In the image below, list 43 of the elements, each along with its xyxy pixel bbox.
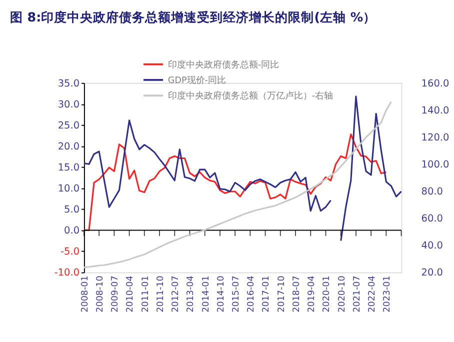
x-tick-label: 2014-10 [216,276,226,312]
x-tick-label: 2017-01 [262,276,272,312]
y-tick-label: 0.0 [64,226,80,237]
y-tick-label: 25.0 [58,120,80,132]
x-tick-label: 2013-04 [186,275,196,312]
y-tick-label: -5.0 [60,246,80,258]
legend-label: 印度中央政府债务总额（万亿卢比）-右轴 [168,90,334,102]
y-tick-label: -10.0 [54,268,80,279]
x-tick-label: 2019-04 [307,275,318,312]
x-tick-label: 2009-07 [110,276,121,312]
x-tick-label: 2014-01 [201,276,212,312]
x-tick-label: 2021-07 [352,276,362,312]
y2-tick-label: 140.0 [421,105,450,116]
x-tick-label: 2020-10 [337,276,348,312]
y-tick-label: 10.0 [58,184,80,195]
legend-label: GDP现价-同比 [168,74,226,86]
y2-tick-label: 20.0 [421,268,444,279]
x-tick-label: 2023-01 [382,276,393,312]
y-tick-label: 5.0 [64,204,80,216]
x-tick-label: 2012-07 [171,276,182,312]
y2-tick-label: 160.0 [421,78,450,90]
y2-tick-label: 120.0 [421,132,450,144]
x-tick-label: 2011-01 [140,276,151,312]
x-tick-label: 2008-10 [95,276,106,312]
y2-tick-label: 100.0 [421,159,450,170]
x-tick-label: 2015-07 [231,276,242,312]
y-tick-label: 30.0 [58,99,80,110]
legend-label: 印度中央政府债务总额-同比 [168,59,280,70]
x-tick-label: 2018-07 [292,276,302,312]
y-tick-label: 35.0 [58,78,80,90]
x-tick-label: 2011-10 [156,276,166,312]
x-tick-label: 2017-10 [276,276,287,312]
y-tick-label: 20.0 [58,141,80,152]
x-tick-label: 2020-01 [322,276,332,312]
x-tick-label: 2022-04 [367,275,378,312]
chart-title: 图 8:印度中央政府债务总额增速受到经济增长的限制(左轴 %） [10,9,376,24]
y2-tick-label: 40.0 [421,240,444,252]
x-tick-label: 2016-04 [246,275,257,312]
y2-tick-label: 60.0 [421,214,444,225]
y-tick-label: 15.0 [58,162,80,174]
x-tick-label: 2010-04 [126,275,136,312]
y2-tick-label: 80.0 [421,186,444,198]
x-tick-label: 2008-01 [80,276,90,312]
